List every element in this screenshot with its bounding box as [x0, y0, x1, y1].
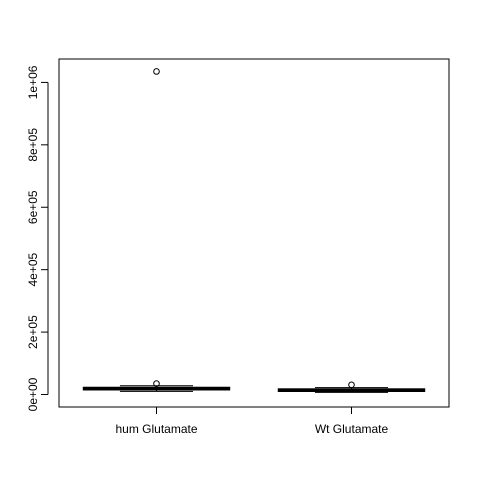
- outlier-point: [153, 380, 160, 387]
- y-tick-label: 6e+05: [26, 190, 40, 224]
- box-series: [82, 68, 426, 393]
- outlier-point: [348, 381, 355, 389]
- y-tick-label: 4e+05: [26, 252, 40, 286]
- y-tick-label: 2e+05: [26, 315, 40, 349]
- plot-frame: [58, 58, 450, 408]
- box-1: [277, 381, 426, 393]
- y-axis: 0e+00 2e+05 4e+05 6e+05 8e+05 1e+06: [26, 65, 49, 411]
- outlier-point: [153, 68, 160, 75]
- x-axis: hum Glutamate Wt Glutamate: [115, 407, 389, 436]
- y-tick-label: 8e+05: [26, 128, 40, 162]
- y-tick-label: 0e+00: [26, 377, 40, 411]
- y-tick-label: 1e+06: [26, 65, 40, 99]
- x-tick-label: hum Glutamate: [115, 422, 197, 436]
- box-0: [82, 68, 231, 392]
- x-tick-label: Wt Glutamate: [315, 422, 389, 436]
